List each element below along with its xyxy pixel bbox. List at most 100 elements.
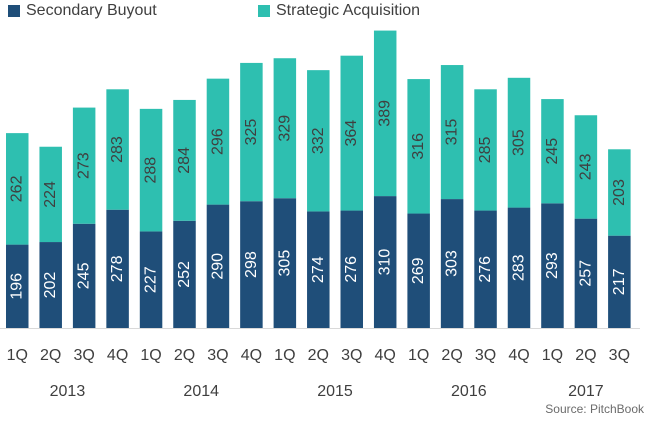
bar-strategic-acquisition (608, 149, 631, 236)
bar-secondary-buyout (307, 211, 330, 328)
x-year-label: 2016 (451, 383, 487, 400)
x-year-label: 2015 (317, 383, 353, 400)
bar-strategic-acquisition (173, 99, 196, 221)
data-label-strategic-acquisition: 273 (76, 152, 93, 179)
data-label-secondary-buyout: 217 (611, 268, 628, 295)
bar-secondary-buyout (407, 213, 430, 328)
data-label-strategic-acquisition: 203 (611, 179, 628, 206)
data-label-strategic-acquisition: 325 (243, 119, 260, 146)
bar-secondary-buyout (541, 203, 564, 328)
data-label-strategic-acquisition: 389 (377, 100, 394, 127)
data-label-strategic-acquisition: 224 (42, 181, 59, 208)
data-label-secondary-buyout: 245 (76, 262, 93, 289)
bar-strategic-acquisition (240, 62, 263, 202)
bar-secondary-buyout (106, 209, 129, 328)
bar-secondary-buyout (474, 210, 497, 328)
x-tick-label: 4Q (107, 347, 128, 364)
bar-strategic-acquisition (541, 99, 564, 204)
x-tick-label: 3Q (609, 347, 630, 364)
bar-strategic-acquisition (407, 79, 430, 214)
x-tick-label: 2Q (575, 347, 596, 364)
data-label-secondary-buyout: 298 (243, 251, 260, 278)
x-year-label: 2017 (568, 383, 604, 400)
data-label-strategic-acquisition: 329 (276, 115, 293, 142)
data-label-strategic-acquisition: 285 (477, 136, 494, 163)
bar-strategic-acquisition (139, 108, 163, 232)
x-tick-label: 4Q (375, 347, 396, 364)
x-tick-label: 3Q (341, 347, 362, 364)
x-tick-label: 1Q (274, 347, 295, 364)
data-label-secondary-buyout: 276 (343, 256, 360, 283)
data-label-strategic-acquisition: 296 (209, 128, 226, 155)
data-label-secondary-buyout: 202 (42, 272, 59, 299)
bar-strategic-acquisition (72, 107, 96, 224)
data-label-secondary-buyout: 283 (511, 254, 528, 281)
bar-secondary-buyout (440, 199, 464, 328)
bar-strategic-acquisition (373, 30, 397, 197)
data-label-secondary-buyout: 305 (276, 250, 293, 277)
legend-swatch-secondary-buyout (8, 5, 20, 17)
data-label-strategic-acquisition: 284 (176, 147, 193, 174)
bar-strategic-acquisition (39, 146, 62, 243)
data-label-strategic-acquisition: 243 (577, 154, 594, 181)
data-label-secondary-buyout: 274 (310, 256, 327, 283)
bar-secondary-buyout (173, 220, 196, 328)
x-tick-label: 1Q (7, 347, 28, 364)
x-tick-label: 2Q (174, 347, 195, 364)
x-tick-label: 4Q (241, 347, 262, 364)
bar-strategic-acquisition (340, 55, 363, 211)
bar-strategic-acquisition (273, 58, 297, 199)
bar-secondary-buyout (72, 223, 96, 328)
data-label-secondary-buyout: 276 (477, 256, 494, 283)
legend: Secondary Buyout Strategic Acquisition (0, 2, 650, 24)
data-label-strategic-acquisition: 262 (9, 175, 26, 202)
data-label-secondary-buyout: 290 (209, 253, 226, 280)
bar-secondary-buyout (574, 218, 598, 328)
bar-strategic-acquisition (206, 78, 230, 205)
legend-item-strategic-acquisition: Strategic Acquisition (258, 2, 420, 20)
data-label-strategic-acquisition: 245 (544, 138, 561, 165)
x-tick-label: 1Q (408, 347, 429, 364)
bar-secondary-buyout (39, 242, 62, 328)
x-tick-label: 1Q (542, 347, 563, 364)
legend-item-secondary-buyout: Secondary Buyout (8, 2, 157, 20)
bar-strategic-acquisition (307, 70, 330, 212)
data-label-strategic-acquisition: 305 (511, 129, 528, 156)
bar-strategic-acquisition (474, 89, 497, 211)
bar-secondary-buyout (608, 235, 631, 328)
data-label-strategic-acquisition: 283 (109, 136, 126, 163)
bar-secondary-buyout (139, 231, 163, 328)
x-tick-label: 3Q (475, 347, 496, 364)
data-label-secondary-buyout: 252 (176, 261, 193, 288)
data-label-secondary-buyout: 257 (577, 260, 594, 287)
legend-label-secondary-buyout: Secondary Buyout (26, 2, 157, 19)
data-label-secondary-buyout: 227 (143, 266, 160, 293)
bar-strategic-acquisition (440, 65, 464, 200)
bar-secondary-buyout (240, 201, 263, 328)
x-tick-label: 2Q (308, 347, 329, 364)
data-label-secondary-buyout: 196 (9, 273, 26, 300)
data-label-secondary-buyout: 278 (109, 255, 126, 282)
bar-secondary-buyout (6, 244, 29, 328)
legend-swatch-strategic-acquisition (258, 5, 270, 17)
source-note: Source: PitchBook (545, 402, 644, 416)
x-tick-label: 4Q (508, 347, 529, 364)
x-tick-label: 3Q (207, 347, 228, 364)
bar-strategic-acquisition (6, 133, 29, 245)
data-label-secondary-buyout: 310 (377, 249, 394, 276)
data-label-strategic-acquisition: 288 (143, 157, 160, 184)
x-tick-label: 2Q (441, 347, 462, 364)
data-label-strategic-acquisition: 316 (410, 133, 427, 160)
x-tick-label: 2Q (40, 347, 61, 364)
data-label-strategic-acquisition: 364 (343, 120, 360, 147)
bar-secondary-buyout (373, 196, 397, 328)
data-label-strategic-acquisition: 315 (444, 119, 461, 146)
data-label-secondary-buyout: 293 (544, 252, 561, 279)
x-tick-label: 1Q (140, 347, 161, 364)
bar-secondary-buyout (206, 204, 230, 328)
bar-secondary-buyout (507, 207, 531, 328)
bar-strategic-acquisition (106, 89, 129, 210)
x-tick-label: 3Q (73, 347, 94, 364)
bar-secondary-buyout (340, 210, 363, 328)
